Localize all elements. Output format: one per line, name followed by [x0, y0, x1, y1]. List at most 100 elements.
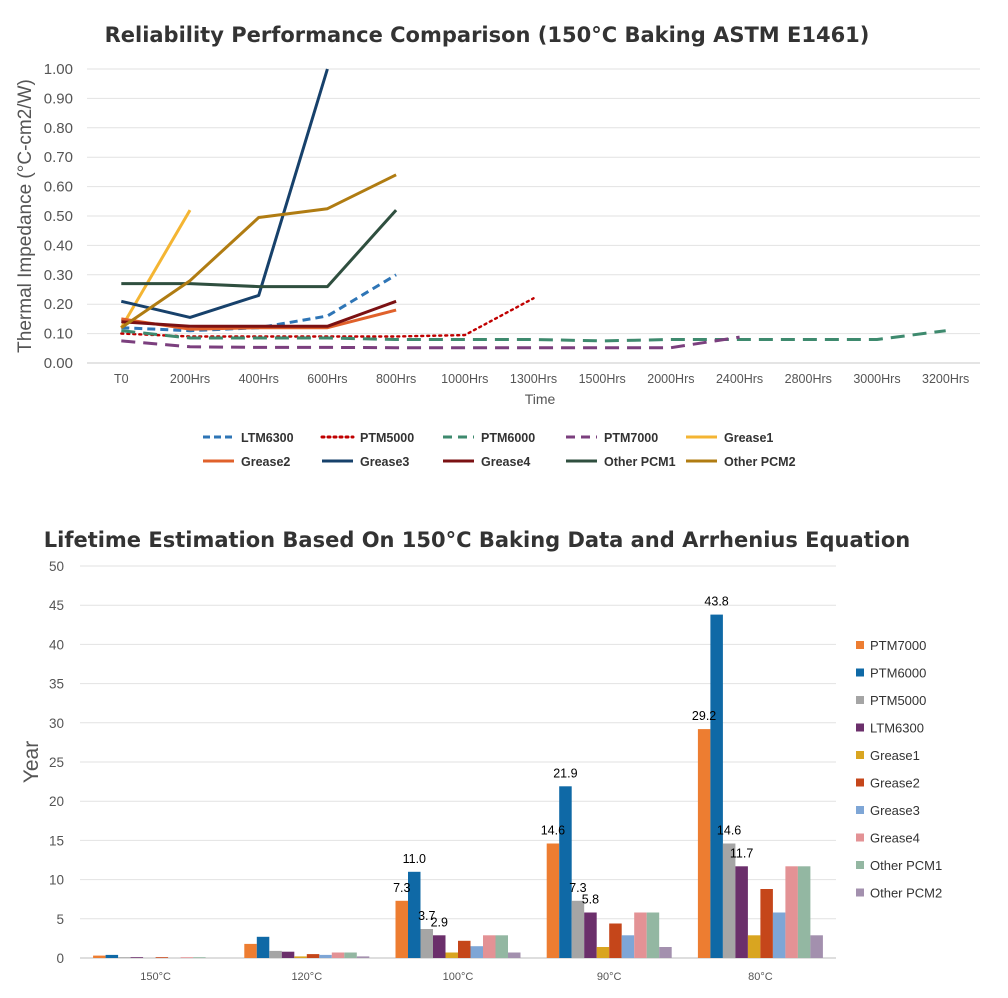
- bar-legend-swatch: [856, 806, 864, 814]
- bar-grease1: [747, 935, 761, 958]
- bar-grease4: [483, 935, 496, 958]
- bar-chart-y-ticks: 0 5 10 15 20 25 30 35 40 45 50: [49, 559, 64, 966]
- line-chart-y-tick-label: 0.70: [44, 149, 73, 166]
- bar-grease2: [458, 940, 471, 958]
- line-legend-label: Other PCM1: [604, 455, 676, 469]
- line-chart-y-tick-label: 1.00: [44, 61, 73, 78]
- bar-ptm5000: [269, 950, 282, 958]
- bar-chart-x-tick-label: 90°C: [597, 971, 622, 983]
- bar-legend-label: Other PCM1: [870, 858, 942, 873]
- bar-data-label: 5.8: [582, 893, 599, 907]
- bar-chart-y-tick-label: 10: [49, 873, 64, 888]
- bar-grease2: [306, 954, 320, 958]
- bar-grease3: [772, 912, 786, 958]
- bar-other-pcm1: [797, 866, 811, 958]
- line-series-grease3: [120, 68, 329, 319]
- bar-legend-label: PTM6000: [870, 666, 926, 681]
- bar-legend-item: Other PCM2: [856, 886, 942, 901]
- bar-other-pcm1: [344, 952, 357, 958]
- bar-chart-y-tick-label: 25: [49, 755, 64, 770]
- bar-chart-y-tick-label: 50: [49, 559, 64, 574]
- line-chart-x-tick-label: 600Hrs: [307, 372, 347, 386]
- bar-chart-x-ticks: 150°C 120°C 100°C 90°C 80°C: [140, 971, 772, 983]
- bar-ltm6300: [130, 957, 144, 958]
- line-series-other-pcm2: [120, 173, 397, 329]
- line-chart-x-tick-label: 3200Hrs: [922, 372, 969, 386]
- line-chart-x-axis-label: Time: [525, 391, 556, 407]
- line-chart-x-tick-label: 3000Hrs: [853, 372, 900, 386]
- bar-legend-item: Grease1: [856, 748, 920, 763]
- line-legend-item: PTM5000: [320, 431, 414, 445]
- bar-other-pcm1: [646, 912, 660, 958]
- line-chart-y-tick-label: 0.20: [44, 296, 73, 313]
- bar-data-label: 21.9: [553, 766, 577, 780]
- bar-ptm5000: [420, 929, 433, 958]
- line-chart-series: [120, 68, 946, 350]
- line-legend-label: PTM5000: [360, 431, 414, 445]
- line-chart-x-tick-label: 2800Hrs: [785, 372, 832, 386]
- bar-data-label: 14.6: [541, 824, 565, 838]
- line-chart-y-axis-label: Thermal Impedance (°C-cm2/W): [15, 79, 36, 353]
- lifetime-bar-chart: Lifetime Estimation Based On 150°C Bakin…: [20, 528, 942, 983]
- bar-ptm6000: [710, 614, 723, 958]
- bar-legend-swatch: [856, 751, 864, 759]
- bar-grease3: [621, 935, 635, 958]
- line-legend-item: PTM6000: [443, 431, 535, 445]
- line-legend-item: Other PCM2: [686, 455, 796, 469]
- line-legend-label: Grease3: [360, 455, 409, 469]
- bar-legend-item: Grease2: [856, 776, 920, 791]
- bar-legend-item: Grease3: [856, 803, 920, 818]
- bar-grease1: [596, 947, 610, 958]
- bar-chart-title: Lifetime Estimation Based On 150°C Bakin…: [44, 528, 911, 552]
- bar-grease2: [760, 889, 773, 958]
- bar-data-label: 7.3: [393, 881, 410, 895]
- bar-legend-swatch: [856, 778, 864, 787]
- bar-ptm5000: [722, 843, 736, 958]
- bar-data-label: 14.6: [717, 824, 741, 838]
- bar-legend-label: Grease1: [870, 748, 920, 763]
- bar-ptm6000: [408, 871, 421, 958]
- line-series-grease1: [120, 209, 192, 329]
- line-series-ptm6000: [121, 329, 946, 343]
- line-chart-x-tick-label: 800Hrs: [376, 372, 416, 386]
- bar-legend-label: Grease3: [870, 803, 920, 818]
- line-legend-label: PTM6000: [481, 431, 535, 445]
- bar-grease4: [180, 957, 194, 958]
- line-legend-item: Grease3: [322, 455, 409, 469]
- bar-legend-item: PTM5000: [856, 693, 926, 708]
- bar-other-pcm2: [356, 956, 370, 958]
- bar-other-pcm2: [810, 935, 823, 958]
- bar-legend-swatch: [856, 641, 864, 649]
- bar-ltm6300: [584, 912, 597, 958]
- line-chart-title: Reliability Performance Comparison (150°…: [105, 23, 870, 47]
- line-chart-x-tick-label: 2400Hrs: [716, 372, 763, 386]
- line-chart-legend: LTM6300 PTM5000 PTM6000 PTM7000 Grease1 Greas…: [203, 431, 796, 469]
- line-chart-grid: [87, 68, 980, 364]
- line-legend-label: PTM7000: [604, 431, 658, 445]
- bar-ptm7000: [93, 955, 106, 958]
- line-chart-x-tick-label: 1300Hrs: [510, 372, 557, 386]
- line-chart-x-tick-label: 200Hrs: [170, 372, 210, 386]
- bar-grease3: [319, 954, 332, 958]
- line-series-ptm7000: [121, 335, 740, 350]
- bar-chart-data-labels: 7.311.03.72.914.621.97.35.829.243.814.61…: [393, 595, 753, 930]
- bar-legend-item: Other PCM1: [856, 858, 942, 873]
- bar-chart-x-tick-label: 80°C: [748, 971, 773, 983]
- line-chart-x-tick-label: 400Hrs: [239, 372, 279, 386]
- bar-ptm6000: [105, 954, 119, 958]
- bar-data-label: 3.7: [418, 909, 435, 923]
- bar-ptm6000: [256, 936, 270, 958]
- bar-grease3: [470, 946, 483, 958]
- bar-chart-x-tick-label: 100°C: [443, 971, 474, 983]
- bar-chart-y-axis-label: Year: [20, 741, 43, 783]
- line-chart-y-tick-label: 0.50: [44, 208, 73, 225]
- bar-ptm5000: [118, 957, 131, 958]
- bar-legend-swatch: [856, 888, 864, 897]
- bar-ptm5000: [571, 900, 585, 958]
- bar-legend-item: PTM6000: [856, 666, 926, 681]
- line-chart-x-tick-label: 1000Hrs: [441, 372, 488, 386]
- bar-ptm7000: [244, 943, 257, 958]
- line-legend-item: Other PCM1: [566, 455, 676, 469]
- bar-legend-item: LTM6300: [856, 721, 924, 736]
- bar-grease4: [785, 866, 798, 958]
